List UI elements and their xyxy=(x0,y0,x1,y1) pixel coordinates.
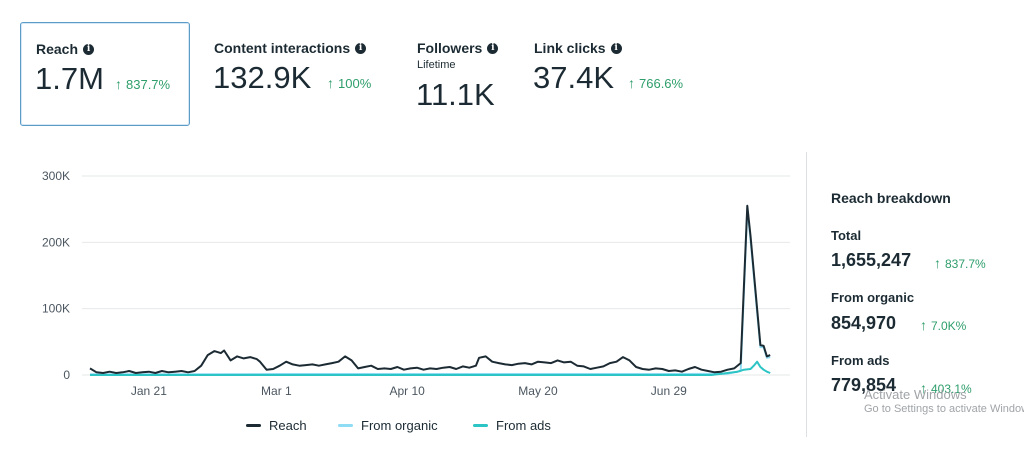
metric-card-reach[interactable]: Reach i 1.7M ↑ 837.7% xyxy=(20,22,190,126)
reach-line-chart: 0 100K 200K 300K Jan 21 Mar 1 Apr 10 May 20 Jun… xyxy=(42,169,790,398)
metric-label: Followers i xyxy=(417,40,499,56)
breakdown-change-ads: ↑ 403.1% xyxy=(920,380,972,396)
legend-item-from-organic[interactable]: From organic xyxy=(338,418,438,433)
legend-swatch xyxy=(473,424,488,427)
activate-windows-watermark-title: Activate Windows xyxy=(864,387,967,402)
series-line-from-organic xyxy=(89,208,771,376)
breakdown-label-total: Total xyxy=(831,228,862,243)
legend-label: Reach xyxy=(269,418,307,433)
x-tick-label: Jun 29 xyxy=(651,384,687,398)
arrow-up-icon: ↑ xyxy=(934,255,941,271)
breakdown-label-organic: From organic xyxy=(831,290,915,305)
metric-card-link-clicks[interactable]: Link clicks i 37.4K ↑ 766.6% xyxy=(520,22,710,126)
series-line-reach xyxy=(89,204,771,374)
breakdown-value-ads: 779,854 xyxy=(831,375,897,395)
legend-label: From organic xyxy=(361,418,438,433)
x-tick-label: May 20 xyxy=(518,384,558,398)
metric-card-followers[interactable]: Followers i Lifetime 11.1K xyxy=(403,22,513,126)
breakdown-label-ads: From ads xyxy=(831,353,890,368)
metric-change: ↑ 766.6% xyxy=(628,75,684,91)
info-icon[interactable]: i xyxy=(83,43,95,55)
metric-value: 11.1K xyxy=(416,77,495,112)
arrow-up-icon: ↑ xyxy=(115,76,122,92)
y-tick-label: 300K xyxy=(42,169,70,183)
arrow-up-icon: ↑ xyxy=(920,380,927,396)
activate-windows-watermark-subtitle: Go to Settings to activate Windows. xyxy=(864,403,1024,415)
panel-divider xyxy=(806,152,807,437)
arrow-up-icon: ↑ xyxy=(628,75,635,91)
breakdown-value-organic: 854,970 xyxy=(831,313,897,333)
arrow-up-icon: ↑ xyxy=(920,317,927,333)
y-tick-label: 100K xyxy=(42,302,70,316)
info-icon[interactable]: i xyxy=(610,42,622,54)
x-tick-label: Mar 1 xyxy=(261,384,292,398)
arrow-up-icon: ↑ xyxy=(327,75,334,91)
info-icon[interactable]: i xyxy=(487,42,499,54)
legend-item-from-ads[interactable]: From ads xyxy=(473,418,551,433)
metric-label: Link clicks i xyxy=(534,40,622,56)
x-tick-label: Jan 21 xyxy=(131,384,167,398)
legend-swatch xyxy=(246,424,261,427)
legend-label: From ads xyxy=(496,418,551,433)
metric-value: 132.9K xyxy=(213,60,312,95)
metric-card-content-interactions[interactable]: Content interactions i 132.9K ↑ 100% xyxy=(200,22,395,126)
metric-sublabel: Lifetime xyxy=(417,59,456,71)
metric-label: Reach i xyxy=(36,41,95,57)
metric-change: ↑ 837.7% xyxy=(115,76,171,92)
breakdown-title: Reach breakdown xyxy=(831,190,951,206)
metric-value: 37.4K xyxy=(533,60,615,95)
legend-swatch xyxy=(338,424,353,427)
breakdown-value-total: 1,655,247 xyxy=(831,250,912,270)
breakdown-change-organic: ↑ 7.0K% xyxy=(920,317,967,333)
metric-change: ↑ 100% xyxy=(327,75,372,91)
legend-item-reach[interactable]: Reach xyxy=(246,418,307,433)
series-line-from-ads xyxy=(90,360,771,376)
x-tick-label: Apr 10 xyxy=(390,384,426,398)
y-tick-label: 200K xyxy=(42,235,70,249)
breakdown-change-total: ↑ 837.7% xyxy=(934,255,986,271)
metric-value: 1.7M xyxy=(35,61,104,96)
y-tick-label: 0 xyxy=(63,368,70,382)
metric-label: Content interactions i xyxy=(214,40,367,56)
info-icon[interactable]: i xyxy=(355,42,367,54)
